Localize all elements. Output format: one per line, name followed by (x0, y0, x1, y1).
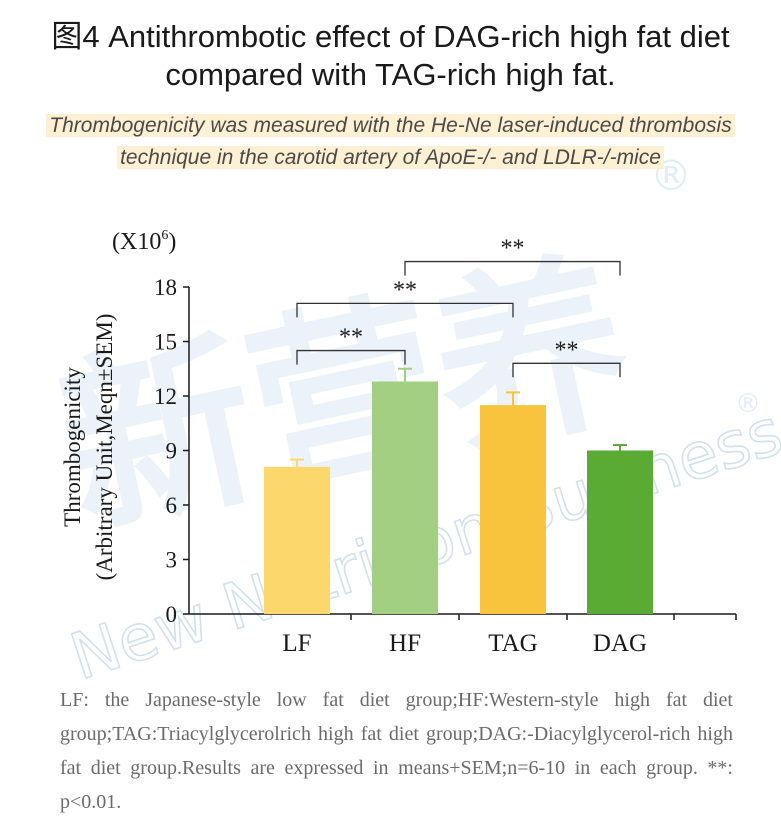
significance-label: ** (501, 236, 525, 262)
unit-close: ) (168, 229, 176, 255)
y-tick-label: 3 (166, 548, 178, 573)
significance-bracket (296, 302, 514, 318)
footnote: LF: the Japanese-style low fat diet grou… (60, 689, 733, 813)
significance-bracket (404, 260, 621, 276)
y-tick-label: 18 (154, 275, 177, 300)
chart-title: 图4 Antithrombotic effect of DAG-rich hig… (51, 19, 730, 92)
bar-lf (264, 466, 330, 614)
y-axis-label-line2: (Arbitrary Unit,Meqn±SEM) (92, 314, 117, 581)
unit-exponent: 6 (161, 228, 168, 243)
y-tick-label: 0 (166, 602, 178, 627)
x-tick-label-hf: HF (389, 630, 421, 657)
x-tick-label-tag: TAG (488, 630, 537, 657)
unit-base: (X10 (112, 229, 161, 255)
y-tick-label: 6 (166, 493, 178, 518)
significance-bracket (296, 349, 406, 365)
bar-tag (480, 405, 546, 614)
bar-hf (372, 381, 438, 614)
bar-dag (587, 450, 653, 614)
unit-label: (X106) (112, 228, 176, 255)
chart-subtitle: Thrombogenicity was measured with the He… (40, 110, 741, 174)
plot-area: 0 3 6 9 12 15 18 LF HF TAG DAG ** ** ** ** (154, 236, 737, 657)
significance-bracket (512, 362, 621, 378)
significance-label: ** (339, 325, 363, 351)
significance-label: ** (393, 277, 417, 303)
y-tick-label: 9 (166, 439, 178, 464)
y-tick-label: 12 (154, 384, 177, 409)
x-tick-label-lf: LF (282, 630, 311, 657)
significance-label: ** (555, 337, 579, 363)
y-tick-label: 15 (154, 330, 177, 355)
y-axis-label-line1: Thrombogenicity (60, 367, 85, 527)
x-tick-label-dag: DAG (593, 630, 647, 657)
